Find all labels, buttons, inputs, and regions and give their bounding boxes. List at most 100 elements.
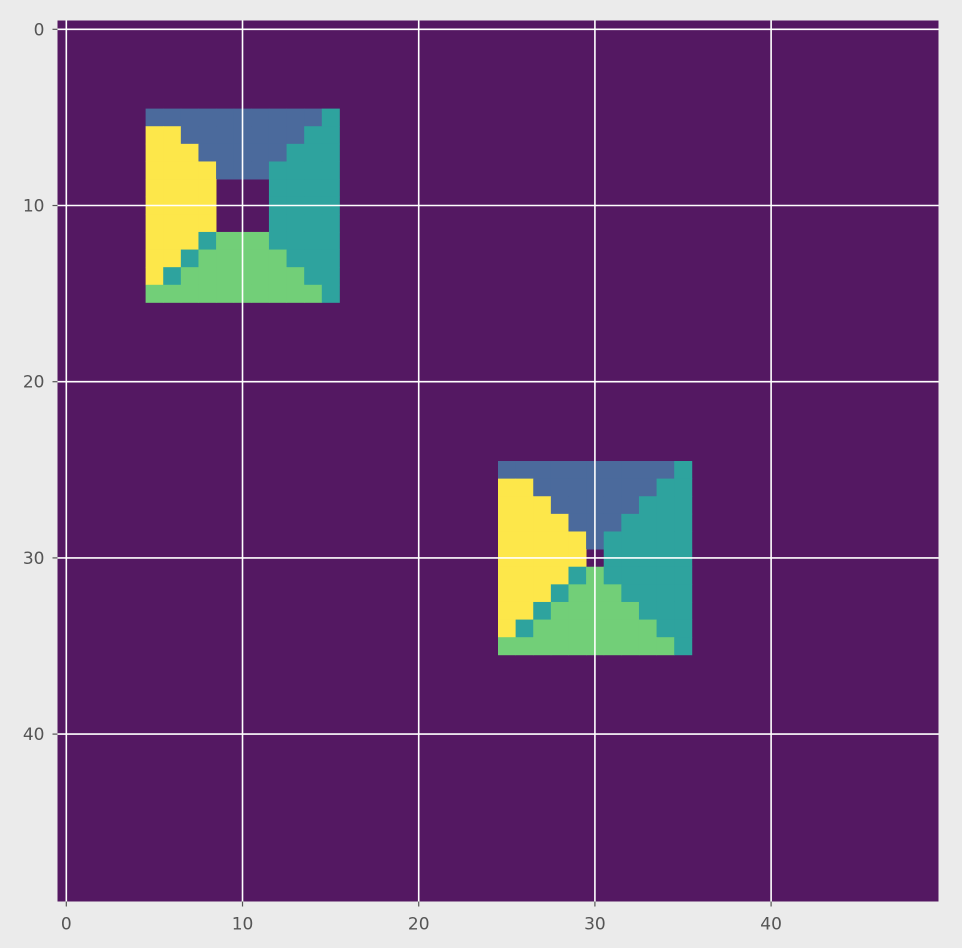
grid-lines	[57, 20, 939, 902]
heatmap-cell	[515, 601, 534, 620]
heatmap-cell	[568, 496, 587, 515]
heatmap-cell	[674, 601, 693, 620]
heatmap-cell	[163, 284, 182, 303]
heatmap-cell	[304, 143, 323, 162]
heatmap-cell	[603, 461, 622, 480]
heatmap-cell	[163, 249, 182, 268]
heatmap-cell	[498, 513, 517, 532]
heatmap-cell	[304, 214, 323, 233]
heatmap-cell	[216, 161, 235, 180]
x-tick-label: 20	[408, 915, 430, 935]
heatmap-cell	[268, 108, 287, 127]
heatmap-cell	[251, 126, 270, 145]
heatmap-cell	[498, 478, 517, 497]
heatmap-cell	[198, 126, 217, 145]
heatmap-cell	[656, 566, 675, 585]
heatmap-cell	[603, 619, 622, 638]
heatmap-cell	[638, 566, 657, 585]
heatmap-cell	[550, 461, 569, 480]
heatmap-cell	[304, 179, 323, 198]
x-tick-label: 40	[760, 915, 782, 935]
heatmap-cell	[656, 619, 675, 638]
heatmap-cell	[550, 619, 569, 638]
heatmap-cell	[550, 584, 569, 603]
heatmap-cell	[163, 231, 182, 250]
heatmap-cell	[198, 214, 217, 233]
y-tick-label: 0	[34, 20, 45, 40]
heatmap-cell	[251, 231, 270, 250]
heatmap-cell	[533, 513, 552, 532]
heatmap-cell	[621, 531, 640, 550]
heatmap-cell	[163, 267, 182, 286]
heatmap-cell	[198, 161, 217, 180]
heatmap-cell	[321, 126, 340, 145]
heatmap-cell	[216, 267, 235, 286]
heatmap-cell	[145, 249, 164, 268]
heatmap-cell	[180, 126, 199, 145]
heatmap-cell	[304, 249, 323, 268]
heatmap-cell	[145, 179, 164, 198]
heatmap-cell	[304, 284, 323, 303]
heatmap-cell	[550, 513, 569, 532]
heatmap-cell	[568, 637, 587, 656]
heatmap-cell	[568, 531, 587, 550]
heatmap-cells	[57, 20, 939, 902]
heatmap-cell	[603, 513, 622, 532]
y-tick-label: 30	[23, 549, 45, 569]
heatmap-cell	[515, 619, 534, 638]
heatmap-cell	[321, 143, 340, 162]
heatmap-cell	[321, 179, 340, 198]
heatmap-cell	[321, 284, 340, 303]
heatmap-cell	[515, 496, 534, 515]
heatmap-cell	[638, 637, 657, 656]
y-tick-label: 20	[23, 373, 45, 393]
heatmap-cell	[321, 161, 340, 180]
heatmap-cell	[163, 179, 182, 198]
heatmap-cell	[268, 143, 287, 162]
heatmap-cell	[621, 619, 640, 638]
heatmap-cell	[674, 513, 693, 532]
heatmap-cell	[674, 566, 693, 585]
heatmap-cell	[656, 531, 675, 550]
heatmap-cell	[304, 126, 323, 145]
heatmap-cell	[286, 126, 305, 145]
heatmap-cell	[198, 108, 217, 127]
heatmap-cell	[515, 531, 534, 550]
heatmap-cell	[603, 584, 622, 603]
heatmap-cell	[286, 267, 305, 286]
y-tick-label: 10	[23, 197, 45, 217]
heatmap-cell	[321, 249, 340, 268]
heatmap-cell	[515, 513, 534, 532]
heatmap-cell	[550, 478, 569, 497]
heatmap-cell	[638, 513, 657, 532]
heatmap-cell	[568, 513, 587, 532]
heatmap-cell	[498, 566, 517, 585]
heatmap-cell	[550, 566, 569, 585]
heatmap-cell	[251, 249, 270, 268]
heatmap-cell	[304, 231, 323, 250]
heatmap-cell	[180, 214, 199, 233]
heatmap-cell	[656, 478, 675, 497]
heatmap-cell	[603, 601, 622, 620]
heatmap-cell	[216, 108, 235, 127]
heatmap-cell	[145, 161, 164, 180]
heatmap-cell	[180, 161, 199, 180]
heatmap-cell	[533, 566, 552, 585]
heatmap-cell	[568, 601, 587, 620]
heatmap-cell	[321, 108, 340, 127]
heatmap-cell	[145, 267, 164, 286]
heatmap-cell	[216, 231, 235, 250]
heatmap-cell	[621, 478, 640, 497]
heatmap-cell	[533, 619, 552, 638]
heatmap-cell	[216, 126, 235, 145]
heatmap-cell	[163, 108, 182, 127]
heatmap-cell	[304, 267, 323, 286]
heatmap-cell	[498, 584, 517, 603]
heatmap-cell	[180, 108, 199, 127]
heatmap-cell	[163, 161, 182, 180]
heatmap-cell	[498, 496, 517, 515]
heatmap-cell	[568, 478, 587, 497]
heatmap-cell	[515, 584, 534, 603]
heatmap-cell	[498, 601, 517, 620]
heatmap-cell	[656, 637, 675, 656]
